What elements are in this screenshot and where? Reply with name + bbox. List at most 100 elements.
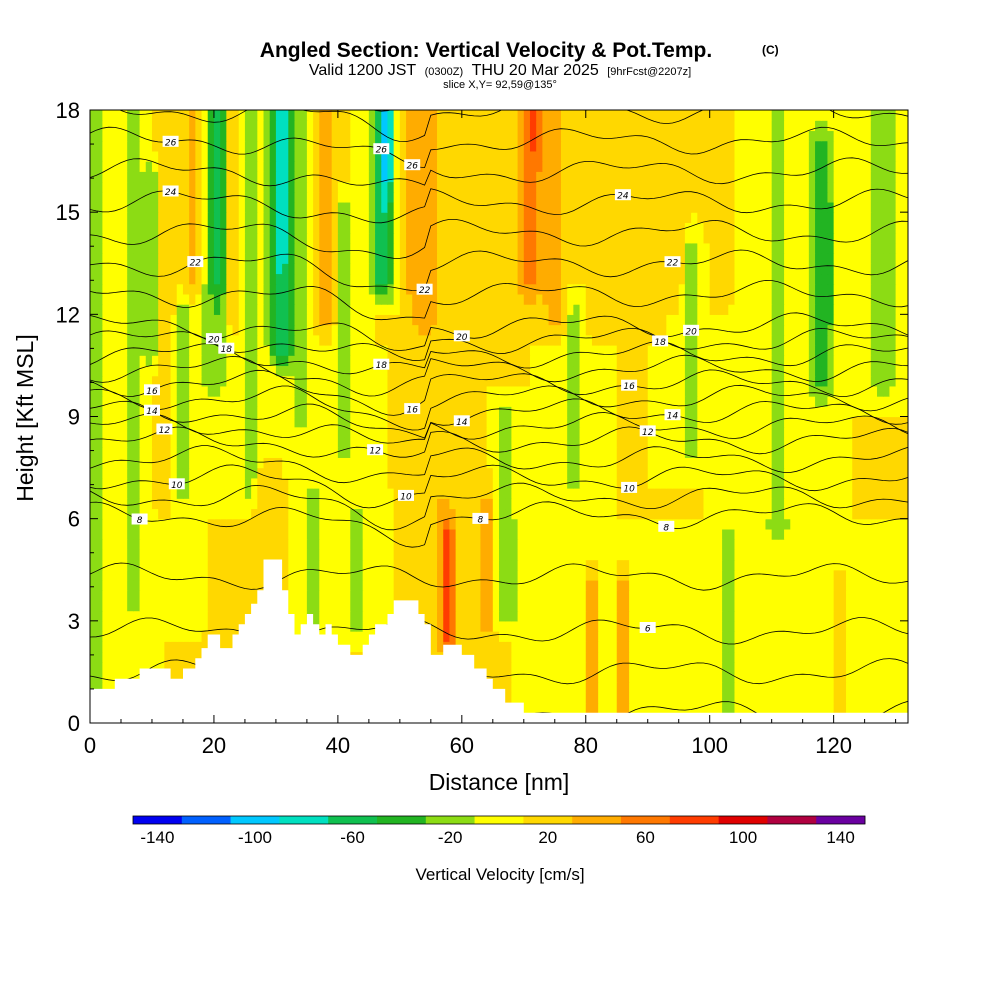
velocity-cell [207,620,215,632]
velocity-cell [306,559,314,571]
velocity-cell [616,467,624,479]
velocity-cell [560,631,568,642]
velocity-cell [560,518,568,530]
velocity-cell [523,488,531,499]
velocity-cell [815,467,822,479]
velocity-cell [548,406,556,418]
velocity-cell [895,620,903,632]
velocity-cell [567,579,574,591]
velocity-cell [356,590,364,601]
velocity-cell [864,406,872,418]
velocity-cell [201,610,209,622]
velocity-cell [554,682,562,693]
velocity-cell [678,539,686,550]
velocity-cell [226,539,234,550]
velocity-cell [499,488,506,499]
velocity-cell [622,436,630,448]
velocity-cell [251,569,258,581]
velocity-cell [591,385,599,397]
velocity-cell [170,334,178,346]
velocity-cell [548,600,556,612]
velocity-cell [151,661,159,673]
velocity-cell [684,426,692,438]
velocity-cell [573,375,581,387]
velocity-cell [356,498,364,510]
velocity-cell [505,508,512,520]
velocity-cell [480,528,488,540]
velocity-cell [852,436,860,448]
velocity-cell [529,406,537,418]
velocity-cell [461,590,469,601]
velocity-cell [542,610,550,622]
velocity-cell [325,508,333,520]
velocity-cell [443,385,451,397]
velocity-cell [257,579,265,591]
velocity-cell [740,457,748,469]
velocity-cell [337,344,345,356]
velocity-cell [418,344,426,356]
velocity-cell [790,365,798,377]
velocity-cell [195,334,203,346]
velocity-cell [492,477,500,489]
velocity-cell [195,549,203,561]
velocity-cell [660,559,667,571]
velocity-cell [821,385,829,397]
velocity-cell [300,559,308,571]
velocity-cell [381,488,389,499]
velocity-cell [895,590,903,601]
velocity-cell [728,600,736,612]
velocity-cell [839,365,847,377]
velocity-cell [765,590,773,601]
velocity-cell [722,396,729,407]
velocity-cell [833,355,841,367]
velocity-cell [517,528,525,540]
velocity-cell [529,661,537,673]
velocity-cell [604,355,612,367]
velocity-cell [839,477,847,489]
velocity-cell [858,549,866,561]
velocity-cell [102,671,110,683]
velocity-cell [746,426,754,438]
velocity-cell [151,498,159,510]
velocity-cell [728,396,736,407]
velocity-cell [895,682,903,693]
velocity-cell [653,528,661,540]
velocity-cell [740,661,748,673]
velocity-cell [170,416,178,428]
velocity-cell [480,651,488,663]
velocity-cell [443,488,451,499]
velocity-cell [542,365,550,377]
velocity-cell [591,518,599,530]
velocity-cell [691,641,698,653]
velocity-cell [771,396,779,407]
velocity-cell [406,416,413,428]
velocity-cell [604,344,612,356]
velocity-cell [746,488,754,499]
velocity-cell [517,590,525,601]
velocity-cell [393,590,401,601]
velocity-cell [579,682,587,693]
velocity-cell [145,528,153,540]
velocity-cell [833,477,841,489]
velocity-cell [591,692,599,704]
velocity-cell [468,416,475,428]
velocity-cell [616,651,624,663]
velocity-cell [827,518,835,530]
velocity-cell [418,549,426,561]
velocity-cell [449,416,457,428]
velocity-cell [678,355,686,367]
velocity-cell [139,488,147,499]
velocity-cell [839,641,847,653]
velocity-cell [641,590,649,601]
velocity-cell [387,385,395,397]
velocity-cell [697,549,705,561]
velocity-cell [114,641,122,653]
velocity-cell [158,631,165,642]
velocity-cell [145,600,153,612]
velocity-cell [325,610,333,622]
velocity-cell [189,631,196,642]
velocity-cell [746,518,754,530]
velocity-cell [220,631,227,642]
velocity-cell [207,579,215,591]
velocity-cell [864,671,872,683]
